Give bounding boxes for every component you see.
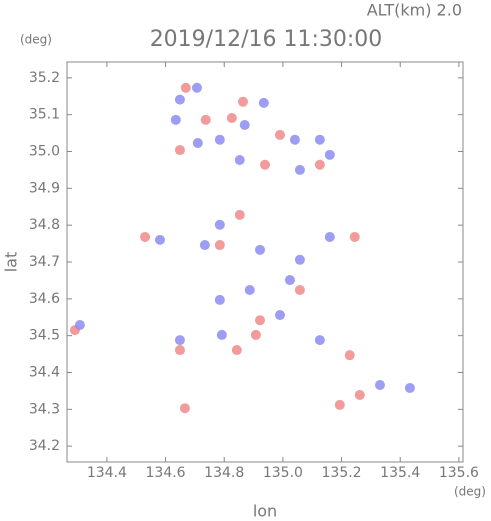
radar-echo (174, 94, 185, 105)
x-tick-label: 135.6 (439, 465, 479, 481)
radar-echo (294, 284, 305, 295)
x-unit: (deg) (454, 485, 486, 499)
radar-echo (260, 159, 270, 170)
y-tick-label: 34.8 (29, 217, 60, 233)
radar-echo (170, 114, 181, 125)
radar-echo (374, 380, 385, 391)
radar-echo (192, 138, 203, 149)
x-tick-label: 135.4 (380, 465, 420, 481)
plot-frame (66, 61, 464, 463)
radar-echo (216, 329, 227, 340)
chart-title: 2019/12/16 11:30:00 (150, 27, 383, 52)
radar-echo (174, 145, 185, 156)
radar-echo (200, 114, 211, 125)
y-tick-label: 34.6 (29, 291, 60, 307)
radar-echo (324, 231, 335, 242)
radar-echo (234, 154, 245, 165)
radar-echo (231, 345, 242, 356)
x-tick-label: 134.6 (146, 465, 186, 481)
radar-echo (214, 219, 225, 230)
x-tick-label: 135.0 (263, 465, 303, 481)
radar-echo (404, 382, 415, 393)
radar-echo (349, 231, 360, 242)
x-tick-label: 135.2 (322, 465, 362, 481)
y-tick-label: 35.0 (29, 144, 60, 160)
radar-echo (314, 159, 325, 170)
radar-echo (179, 403, 190, 414)
radar-echo (354, 389, 365, 400)
x-tick-label: 134.8 (204, 465, 244, 481)
radar-echo (239, 119, 250, 130)
radar-echo (314, 134, 325, 145)
radar-echo (154, 234, 165, 245)
radar-echo (255, 244, 266, 255)
radar-echo (214, 134, 225, 145)
y-tick-label: 35.2 (29, 70, 60, 86)
radar-echo (334, 399, 345, 410)
radar-echo (174, 345, 185, 356)
chart-subtitle: ALT(km) 2.0 (367, 1, 462, 20)
y-tick-label: 34.2 (29, 438, 60, 454)
radar-echo (284, 275, 295, 286)
radar-echo (238, 96, 248, 107)
radar-echo (199, 240, 210, 251)
x-axis-label: lon (253, 502, 277, 521)
radar-echo (214, 294, 225, 305)
radar-echo (174, 335, 185, 346)
radar-echo (314, 335, 325, 346)
y-tick-label: 34.7 (29, 254, 60, 270)
y-tick-label: 34.9 (29, 180, 60, 196)
radar-echo (74, 319, 85, 330)
radar-echo (234, 209, 245, 220)
radar-echo (191, 82, 202, 93)
y-tick-label: 34.4 (29, 364, 60, 380)
radar-echo (140, 231, 151, 242)
y-tick-label: 35.1 (29, 107, 60, 123)
x-tick-label: 134.4 (87, 465, 127, 481)
radar-echo (258, 97, 269, 108)
radar-echo (244, 284, 255, 295)
radar-echo (274, 310, 285, 321)
radar-echo (344, 350, 355, 361)
radar-echo (250, 329, 261, 340)
radar-echo (274, 129, 285, 140)
radar-echo (255, 315, 266, 326)
radar-echo (324, 149, 335, 160)
radar-echo (180, 82, 191, 93)
y-tick-label: 34.5 (29, 328, 60, 344)
radar-echo (289, 134, 300, 145)
y-axis-label: lat (2, 252, 21, 273)
y-unit: (deg) (20, 33, 52, 47)
radar-echo (294, 164, 305, 175)
radar-echo (214, 240, 225, 251)
radar-echo (226, 112, 237, 123)
y-tick-label: 34.3 (29, 401, 60, 417)
radar-echo (294, 254, 305, 265)
